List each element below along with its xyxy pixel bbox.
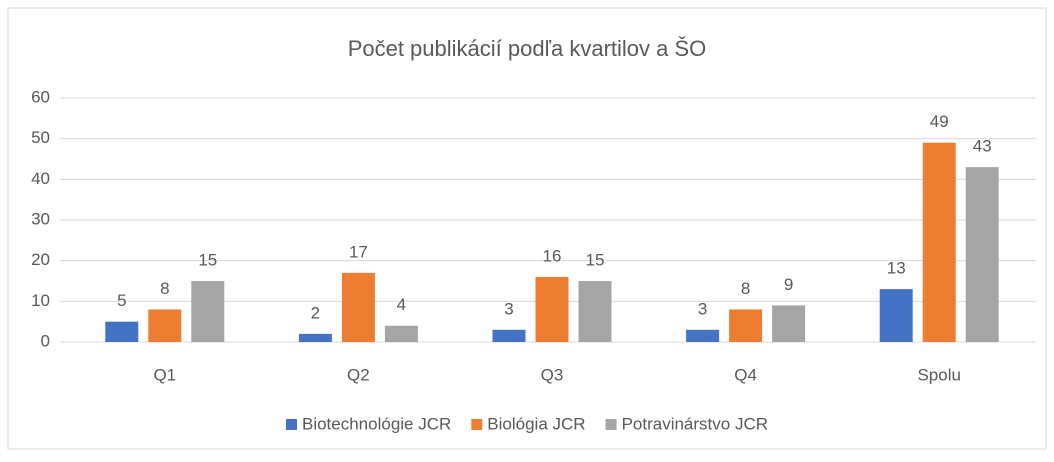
data-label: 5 bbox=[117, 291, 126, 310]
x-tick-label: Spolu bbox=[917, 365, 960, 384]
y-tick-label: 50 bbox=[31, 128, 50, 147]
bar bbox=[492, 329, 526, 342]
bar bbox=[384, 325, 418, 342]
data-label: 16 bbox=[543, 246, 562, 265]
bar bbox=[772, 305, 806, 342]
bar bbox=[578, 281, 612, 342]
legend-label: Biotechnológie JCR bbox=[302, 414, 451, 433]
x-tick-label: Q3 bbox=[541, 365, 564, 384]
data-label: 3 bbox=[698, 299, 707, 318]
bar bbox=[686, 329, 720, 342]
x-tick-label: Q4 bbox=[734, 365, 757, 384]
bar bbox=[298, 333, 332, 342]
y-tick-label: 60 bbox=[31, 87, 50, 106]
data-label: 49 bbox=[930, 112, 949, 131]
data-label: 2 bbox=[311, 303, 320, 322]
legend-swatch bbox=[471, 419, 483, 430]
bar bbox=[191, 281, 225, 342]
bar bbox=[535, 276, 569, 342]
legend-swatch bbox=[605, 419, 617, 430]
y-tick-label: 10 bbox=[31, 291, 50, 310]
bar bbox=[148, 309, 182, 342]
chart-border bbox=[7, 7, 1047, 450]
data-label: 15 bbox=[586, 250, 605, 269]
bar bbox=[879, 289, 913, 342]
data-label: 8 bbox=[160, 279, 169, 298]
data-label: 15 bbox=[198, 250, 217, 269]
data-label: 17 bbox=[349, 242, 368, 261]
x-tick-label: Q1 bbox=[153, 365, 176, 384]
legend-swatch bbox=[285, 419, 297, 430]
legend-label: Potravinárstvo JCR bbox=[622, 414, 768, 433]
bar bbox=[105, 321, 139, 342]
y-tick-label: 20 bbox=[31, 250, 50, 269]
data-label: 9 bbox=[784, 275, 793, 294]
data-label: 43 bbox=[973, 137, 992, 156]
data-label: 3 bbox=[504, 299, 513, 318]
x-tick-label: Q2 bbox=[347, 365, 370, 384]
data-label: 13 bbox=[887, 259, 906, 278]
bar bbox=[729, 309, 763, 342]
bar bbox=[965, 167, 999, 342]
bar bbox=[341, 272, 375, 342]
bar bbox=[922, 142, 956, 342]
legend-label: Biológia JCR bbox=[487, 414, 585, 433]
y-tick-label: 0 bbox=[41, 331, 50, 350]
y-tick-label: 30 bbox=[31, 209, 50, 228]
data-label: 4 bbox=[397, 295, 406, 314]
chart-title: Počet publikácií podľa kvartilov a ŠO bbox=[348, 36, 707, 61]
y-tick-label: 40 bbox=[31, 169, 50, 188]
data-label: 8 bbox=[741, 279, 750, 298]
